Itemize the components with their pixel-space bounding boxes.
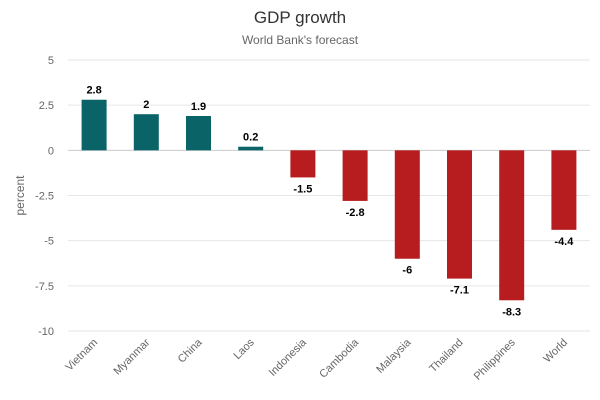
x-tick-label: Malaysia <box>374 336 414 376</box>
x-tick-label: Myanmar <box>112 336 153 377</box>
x-tick-label: World <box>541 337 570 366</box>
bar <box>551 150 577 230</box>
data-label: -8.3 <box>502 306 521 318</box>
data-label: 0.2 <box>243 132 258 144</box>
data-label: 1.9 <box>191 101 206 113</box>
y-tick-label: 2.5 <box>39 100 54 112</box>
bar <box>133 114 159 151</box>
y-tick-label: -5 <box>44 236 54 248</box>
bar <box>81 99 107 151</box>
bar <box>238 146 264 151</box>
x-tick-label: Cambodia <box>317 336 362 381</box>
data-label: 2.8 <box>86 85 101 97</box>
chart-title: GDP growth <box>253 8 347 27</box>
bar <box>186 116 211 151</box>
x-tick-label: Thailand <box>427 337 465 375</box>
data-label: 2 <box>143 99 149 111</box>
y-tick-label: 5 <box>48 55 54 67</box>
bar <box>394 150 420 259</box>
x-tick-label: Philippines <box>472 336 518 382</box>
bar <box>447 150 472 279</box>
y-axis-label: percent <box>13 175 27 216</box>
y-tick-label: -2.5 <box>35 191 54 203</box>
data-label: -1.5 <box>293 183 312 195</box>
bar <box>342 150 368 201</box>
data-label: -6 <box>402 265 412 277</box>
data-label: -2.8 <box>346 207 365 219</box>
bar <box>499 150 525 301</box>
bar <box>290 150 316 178</box>
x-tick-label: China <box>176 336 205 365</box>
data-label: -7.1 <box>450 285 469 297</box>
y-tick-label: -7.5 <box>35 281 54 293</box>
x-tick-label: Laos <box>231 336 257 362</box>
y-tick-label: -10 <box>38 326 54 338</box>
data-label: -4.4 <box>554 236 574 248</box>
chart-subtitle: World Bank's forecast <box>241 33 359 47</box>
x-tick-label: Indonesia <box>267 336 310 379</box>
x-tick-label: Vietnam <box>63 337 100 374</box>
y-tick-label: 0 <box>48 145 54 157</box>
